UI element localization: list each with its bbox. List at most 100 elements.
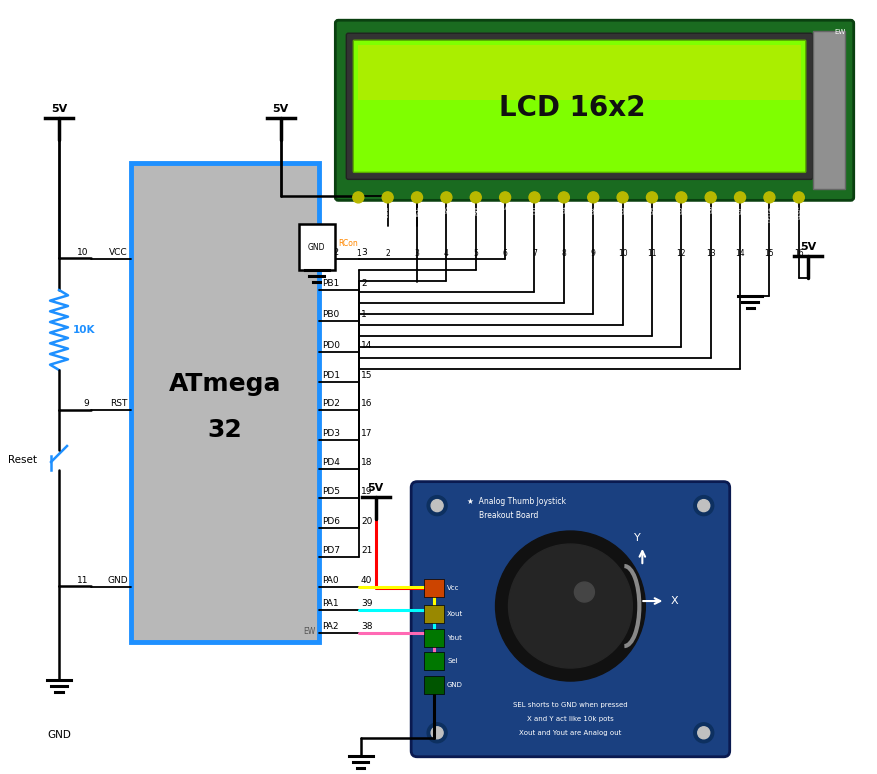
Text: D0: D0 [532,205,537,214]
Text: GND: GND [47,730,71,740]
Circle shape [764,192,775,203]
Text: RW: RW [474,205,478,215]
Circle shape [496,531,645,681]
Text: PD4: PD4 [322,458,340,467]
Text: 14: 14 [361,341,373,350]
Text: 3: 3 [361,248,367,257]
Text: 19: 19 [361,488,373,496]
Text: X: X [670,596,678,606]
Text: 16: 16 [794,249,803,259]
Text: SEL shorts to GND when pressed: SEL shorts to GND when pressed [513,702,628,707]
Text: VEE: VEE [415,205,419,217]
Circle shape [676,192,687,203]
Text: GND: GND [447,682,463,688]
FancyBboxPatch shape [424,628,444,646]
Circle shape [694,723,714,743]
Text: Yout: Yout [447,635,462,641]
Text: PB1: PB1 [322,279,339,288]
Text: PA2: PA2 [322,622,339,631]
Text: LCD 16x2: LCD 16x2 [499,94,645,122]
Circle shape [441,192,452,203]
Text: Y: Y [634,533,641,543]
Text: 39: 39 [361,599,373,608]
Circle shape [698,727,709,738]
Circle shape [500,192,510,203]
Text: X and Y act like 10k pots: X and Y act like 10k pots [527,716,614,722]
Text: 5: 5 [474,249,478,259]
FancyBboxPatch shape [424,652,444,670]
Circle shape [588,192,599,203]
Text: 10K: 10K [73,325,96,335]
Text: PA0: PA0 [322,576,339,584]
Text: D5: D5 [679,205,684,214]
Text: PB0: PB0 [322,310,339,319]
Circle shape [411,192,423,203]
Text: 4: 4 [444,249,449,259]
FancyBboxPatch shape [346,33,813,180]
Text: ATmega: ATmega [168,372,282,396]
Text: Reset: Reset [8,455,37,465]
Text: PD3: PD3 [322,429,340,437]
Text: 5V: 5V [367,483,384,493]
Circle shape [427,495,447,515]
Circle shape [431,500,443,512]
Circle shape [735,192,745,203]
FancyBboxPatch shape [411,481,730,757]
Text: 5V: 5V [800,242,816,252]
Text: Xout: Xout [447,611,463,617]
Text: EW: EW [303,628,315,636]
Text: 10: 10 [617,249,627,259]
Text: Sel: Sel [447,659,458,664]
Text: VSS: VSS [356,205,360,217]
Text: 16: 16 [361,399,373,408]
Circle shape [574,582,595,602]
FancyBboxPatch shape [424,605,444,623]
Text: PD1: PD1 [322,371,340,379]
Text: GND: GND [107,576,128,584]
Text: EW: EW [835,29,845,36]
FancyBboxPatch shape [131,163,319,642]
Circle shape [794,192,804,203]
Circle shape [698,500,709,512]
Text: 17: 17 [361,429,373,437]
Text: 15: 15 [765,249,774,259]
Text: 9: 9 [591,249,595,259]
Text: PA1: PA1 [322,599,339,608]
Circle shape [431,727,443,738]
Text: D6: D6 [709,205,713,214]
Text: 3: 3 [415,249,419,259]
FancyBboxPatch shape [424,676,444,694]
Text: 12: 12 [676,249,686,259]
Text: 14: 14 [735,249,745,259]
Text: 6: 6 [503,249,508,259]
Text: LED-: LED- [796,205,802,219]
Text: VCC: VCC [109,248,128,257]
Circle shape [382,192,393,203]
Text: 9: 9 [83,399,89,408]
Text: D7: D7 [738,205,743,214]
Text: PD5: PD5 [322,488,340,496]
Text: 11: 11 [647,249,657,259]
FancyBboxPatch shape [299,224,335,270]
Circle shape [694,495,714,515]
Text: LED+: LED+ [766,205,772,222]
Bar [813,31,845,190]
Text: Xout and Yout are Analog out: Xout and Yout are Analog out [519,730,622,736]
Text: 5V: 5V [273,104,289,114]
Text: PD0: PD0 [322,341,340,350]
Text: PD7: PD7 [322,546,340,555]
Text: 21: 21 [361,546,373,555]
Text: PD6: PD6 [322,517,340,526]
Text: 7: 7 [532,249,537,259]
FancyBboxPatch shape [353,40,806,173]
Circle shape [617,192,628,203]
Text: 18: 18 [361,458,373,467]
Text: Breakout Board: Breakout Board [479,511,538,519]
Text: D4: D4 [650,205,654,214]
Text: ★  Analog Thumb Joystick: ★ Analog Thumb Joystick [467,497,566,505]
Text: 2: 2 [385,249,390,259]
Text: 20: 20 [361,517,373,526]
Circle shape [705,192,717,203]
Text: Vcc: Vcc [447,584,460,591]
Text: 13: 13 [706,249,716,259]
